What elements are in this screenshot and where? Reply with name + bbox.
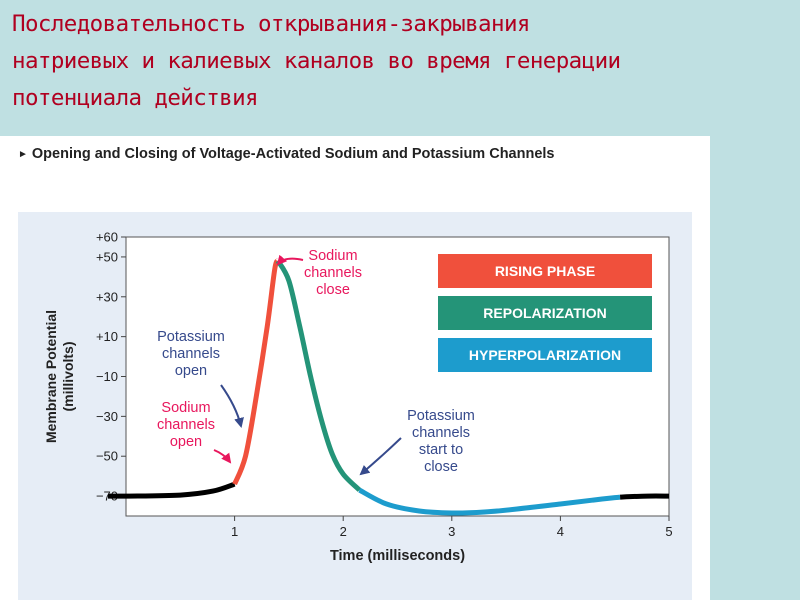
y-tick-label: +60	[96, 230, 118, 245]
slide-title-line-3: потенциала действия	[12, 85, 259, 111]
annotation-potassium-open-line: channels	[162, 346, 220, 362]
figure-panel: ► Opening and Closing of Voltage-Activate…	[0, 136, 710, 600]
slide-title-line-1: Последовательность открывания-закрывания	[12, 11, 530, 37]
action-potential-chart: +60 +50 +30 +10 −10 −30 −50 −70 1 2 3 4 5 Time (milli…	[43, 230, 673, 565]
chart-title: Opening and Closing of Voltage-Activated…	[31, 146, 555, 162]
arrow-potassium-close	[359, 437, 402, 476]
y-tick-label: −70	[96, 489, 118, 504]
series-line-resting-late	[619, 493, 669, 500]
legend-swatch-rising phase	[438, 254, 652, 288]
annotation-potassium-close-line: Potassium	[407, 408, 475, 424]
annotation-potassium-close-line: channels	[412, 425, 470, 441]
x-tick-label: 5	[665, 524, 672, 539]
annotation-potassium-close-line: close	[424, 459, 458, 475]
arrow-sodium-open	[213, 449, 232, 464]
annotation-potassium-close-line: start to	[419, 442, 463, 458]
slide-title-line-2: натриевых и калиевых каналов во время ге…	[12, 48, 621, 74]
y-axis-label-line-1: Membrane Potential	[43, 310, 59, 443]
annotation-sodium-close-line: close	[316, 282, 350, 298]
annotation-sodium-open-line: open	[170, 434, 202, 450]
curve-group	[108, 258, 669, 516]
legend-label: HYPERPOLARIZATION	[469, 347, 621, 363]
annotation-sodium-close-line: Sodium	[308, 248, 357, 264]
legend-swatch-hyperpolarization	[438, 338, 652, 372]
figure-caption: ► Opening and Closing of Voltage-Activate…	[18, 146, 555, 162]
x-axis-label: Time (milliseconds)	[330, 548, 465, 564]
legend-label: REPOLARIZATION	[483, 305, 606, 321]
x-tick-label: 4	[557, 524, 564, 539]
arrow-potassium-open	[220, 384, 244, 428]
arrow-sodium-close	[276, 254, 304, 266]
series-line-hyperpolarization	[358, 487, 621, 516]
y-tick-label: +10	[96, 329, 118, 344]
y-tick-label: +50	[96, 249, 118, 264]
y-tick-label: −50	[96, 449, 118, 464]
series-line-repolarization	[275, 259, 362, 492]
legend-swatch-repolarization	[438, 296, 652, 330]
y-axis-label-line-2: (millivolts)	[60, 341, 76, 411]
y-tick-label: +30	[96, 289, 118, 304]
y-tick-label: −30	[96, 409, 118, 424]
annotation-potassium-open-line: Potassium	[157, 329, 225, 345]
caption-marker-icon: ►	[18, 149, 28, 160]
annotation-potassium-open-line: open	[175, 363, 207, 379]
x-tick-label: 2	[340, 524, 347, 539]
x-tick-label: 3	[448, 524, 455, 539]
series-line-rising-phase	[232, 258, 281, 486]
series-line-resting	[108, 481, 236, 499]
annotation-sodium-close-line: channels	[304, 265, 362, 281]
annotation-sodium-open-line: channels	[157, 417, 215, 433]
x-tick-label: 1	[231, 524, 238, 539]
annotation-sodium-open-line: Sodium	[161, 400, 210, 416]
legend-label: RISING PHASE	[495, 263, 595, 279]
slide-title: Последовательность открывания-закрывания…	[12, 6, 792, 117]
y-tick-label: −10	[96, 369, 118, 384]
